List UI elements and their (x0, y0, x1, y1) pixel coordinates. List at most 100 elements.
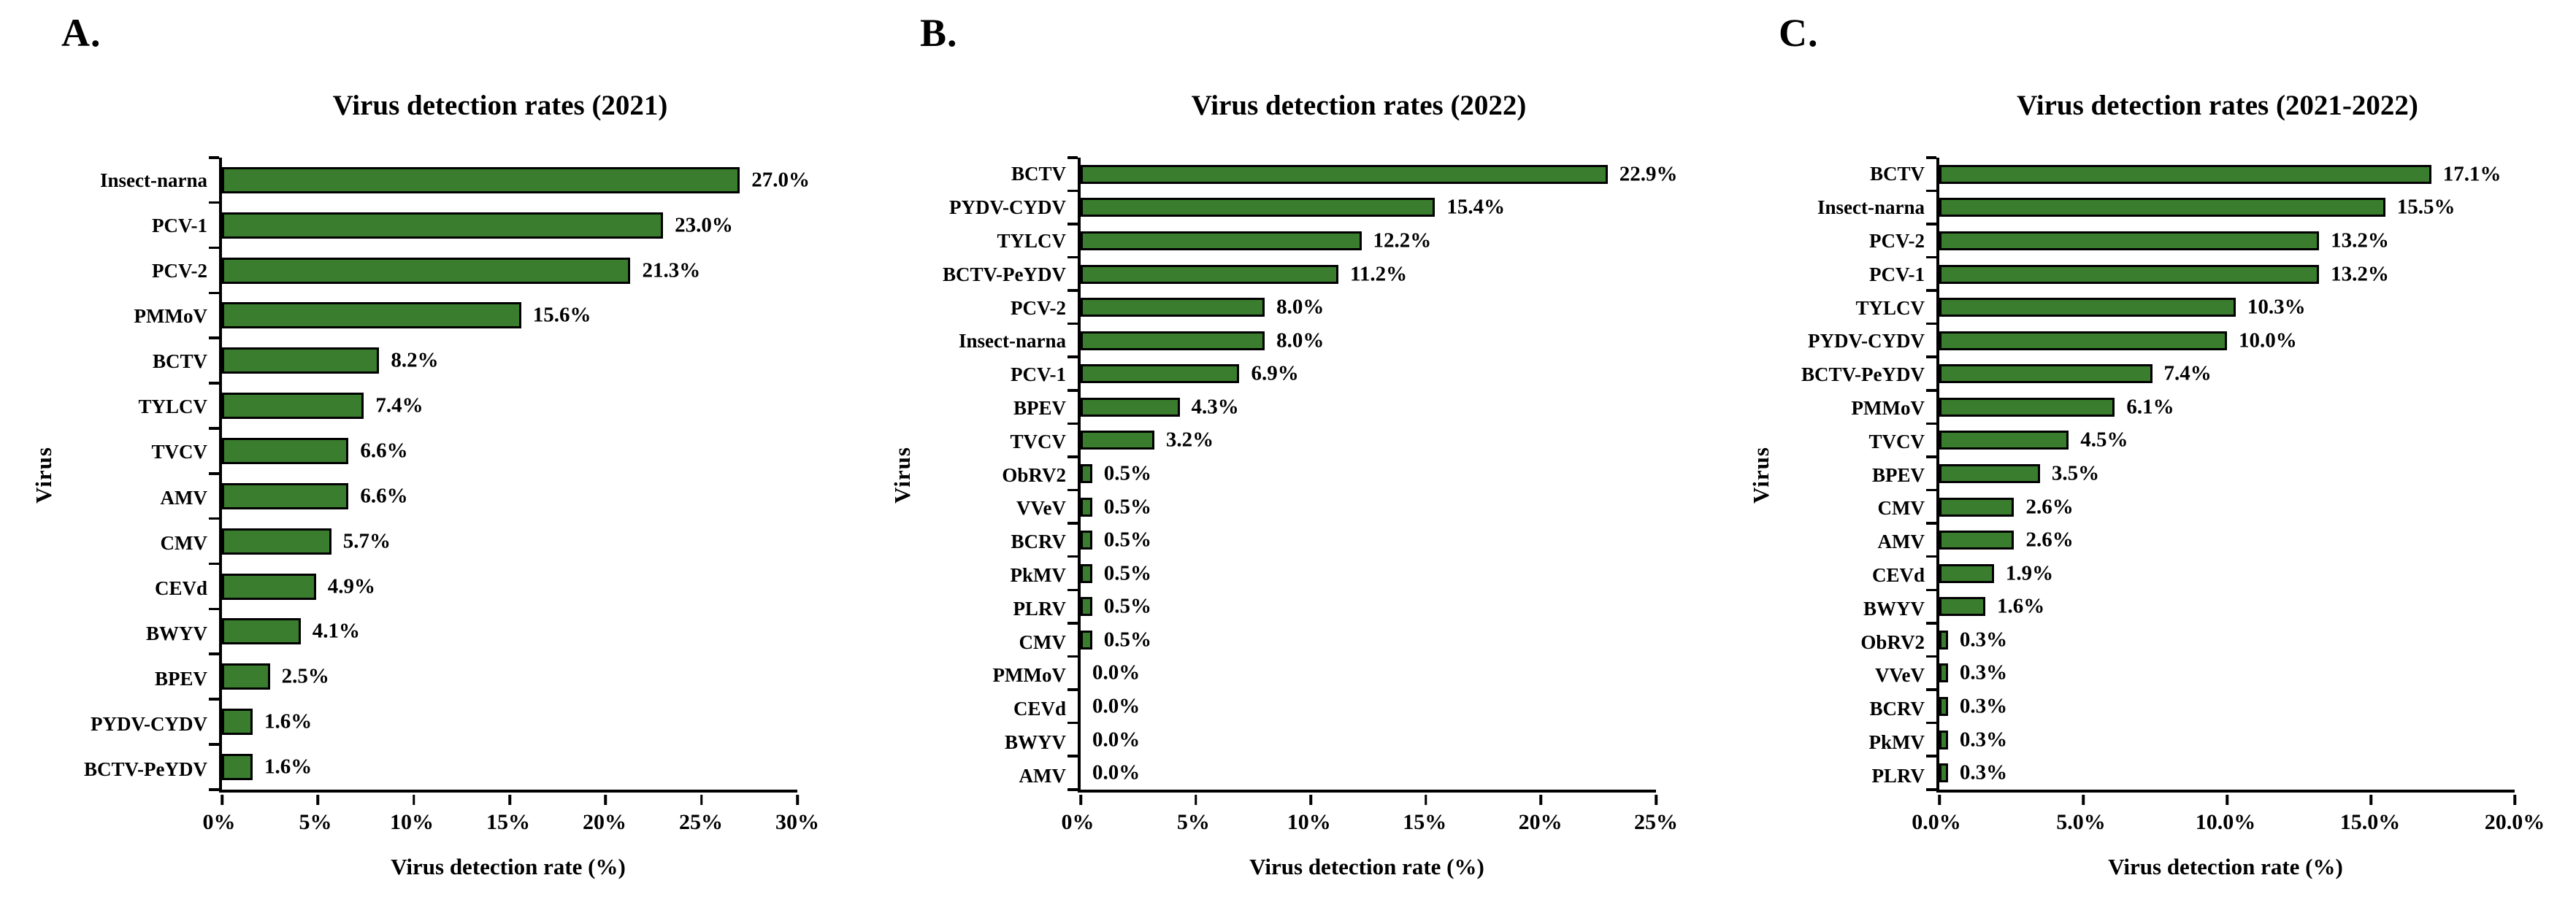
bar (1081, 463, 1092, 483)
bar (222, 257, 631, 284)
value-label: 0.3% (1959, 760, 2008, 785)
value-label: 0.5% (1103, 461, 1151, 485)
x-axis-tick (604, 795, 607, 805)
category-label: BPEV (1871, 463, 1925, 486)
category-label: PCV-1 (152, 214, 207, 236)
x-tick-label: 20% (1518, 810, 1563, 834)
y-axis-tick (209, 472, 219, 475)
bar (222, 437, 349, 464)
y-axis-tick (1067, 755, 1078, 758)
value-label: 8.0% (1276, 328, 1325, 352)
category-label: PLRV (1013, 597, 1066, 620)
bar (1081, 531, 1092, 550)
bar-row: 1.6% (222, 699, 797, 744)
y-axis-tick (1067, 488, 1078, 492)
value-label: 0.3% (1959, 660, 2008, 685)
y-axis-tick (1067, 588, 1078, 592)
bar-row: 15.5% (1939, 191, 2515, 225)
bar-row: 15.6% (222, 293, 797, 339)
bar (1939, 298, 2236, 317)
bar (1939, 730, 1948, 749)
y-axis-tick (209, 427, 219, 430)
x-axis-tick (508, 795, 511, 805)
category-label: PCV-2 (1011, 296, 1066, 319)
x-tick-label: 10.0% (2195, 810, 2256, 834)
chart-body: Virus BCTV Insect-narna PCV-2 PCV-1 TYLCV PYD… (1717, 156, 2576, 805)
x-axis-tick (316, 795, 320, 805)
y-axis-tick (1926, 322, 1936, 325)
x-tick-labels: 0% 5% 10% 15% 20% 25% 30% (203, 810, 820, 848)
bar (1939, 331, 2227, 350)
bar (1081, 164, 1608, 184)
bar (1081, 397, 1180, 417)
bar-row: 7.4% (222, 383, 797, 428)
category-label: Insect-narna (959, 330, 1066, 352)
category-label: VVeV (1016, 497, 1066, 520)
bar (222, 482, 349, 509)
value-label: 0.5% (1103, 594, 1151, 618)
x-axis-tick (1309, 795, 1312, 805)
bar (1939, 697, 1948, 717)
value-label: 23.0% (675, 213, 733, 237)
y-axis-title: Virus (31, 447, 56, 504)
value-label: 0.5% (1103, 561, 1151, 585)
value-label: 2.6% (2025, 495, 2074, 519)
value-label: 0.0% (1092, 728, 1141, 752)
category-label: ObRV2 (1860, 631, 1925, 653)
value-label: 1.9% (2005, 561, 2054, 585)
bar (1939, 397, 2115, 417)
category-label: BCTV (152, 350, 207, 373)
category-label: TVCV (1010, 430, 1066, 452)
x-tick-label: 10% (1287, 810, 1331, 834)
y-axis-tick (1067, 688, 1078, 691)
category-label: PMMoV (992, 664, 1066, 687)
plot-area: 17.1% 15.5% 13.2% 13.2% 10.3% 10.0% 7.4% 6.1% 4.… (1926, 156, 2516, 805)
value-label: 13.2% (2331, 262, 2389, 286)
x-axis-tick (2226, 795, 2228, 805)
bar (1939, 463, 2040, 483)
x-tick-label: 20.0% (2484, 810, 2545, 834)
value-label: 0.5% (1103, 628, 1151, 652)
value-label: 6.1% (2126, 395, 2174, 419)
bar-row: 0.3% (1939, 623, 2515, 657)
bar (1081, 497, 1092, 517)
category-label: BPEV (154, 668, 207, 690)
category-label: PMMoV (1851, 396, 1925, 419)
y-axis-tick (209, 382, 219, 385)
bar (1939, 763, 1948, 783)
category-label: BCRV (1011, 531, 1066, 553)
bar (1939, 563, 1994, 583)
bar-row: 23.0% (222, 203, 797, 248)
chart-body: Virus BCTV PYDV-CYDV TYLCV BCTV-PeYDV PCV-2 I… (859, 156, 1717, 805)
category-label: TYLCV (997, 229, 1066, 252)
category-labels: Insect-narna PCV-1 PCV-2 PMMoV BCTV TYLCV TVCV… (0, 158, 219, 793)
category-label: PCV-1 (1869, 263, 1925, 285)
bar-row: 6.1% (1939, 390, 2515, 424)
x-axis-tick (412, 795, 415, 805)
y-axis-tick (1067, 422, 1078, 425)
x-axis-tick (1194, 795, 1197, 805)
value-label: 5.7% (342, 529, 391, 553)
value-label: 4.3% (1191, 395, 1239, 419)
bar (1939, 431, 2069, 450)
panel-a: A. Virus detection rates (2021) Virus In… (0, 0, 859, 921)
x-tick-labels: 0.0% 5.0% 10.0% 15.0% 20.0% (1912, 810, 2545, 848)
x-axis-tick (796, 795, 799, 805)
bar (1081, 198, 1435, 217)
x-axis-tick (2369, 795, 2372, 805)
bar (1939, 531, 2015, 550)
panel-b: B. Virus detection rates (2022) Virus BC… (859, 0, 1717, 921)
category-label: CMV (160, 531, 207, 554)
y-axis-tick (209, 517, 219, 520)
panel-letter: B. (920, 11, 958, 55)
category-label: PYDV-CYDV (949, 196, 1066, 219)
panel-c: C. Virus detection rates (2021-2022) Vir… (1717, 0, 2576, 921)
chart-body: Virus Insect-narna PCV-1 PCV-2 PMMoV BCTV TYL… (0, 156, 859, 805)
value-label: 0.0% (1092, 760, 1141, 785)
bar-row: 0.3% (1939, 723, 2515, 757)
category-label: BCTV-PeYDV (84, 758, 207, 781)
bar-row: 12.2% (1081, 224, 1656, 258)
bar-row: 6.9% (1081, 357, 1656, 390)
y-axis-tick (209, 246, 219, 250)
